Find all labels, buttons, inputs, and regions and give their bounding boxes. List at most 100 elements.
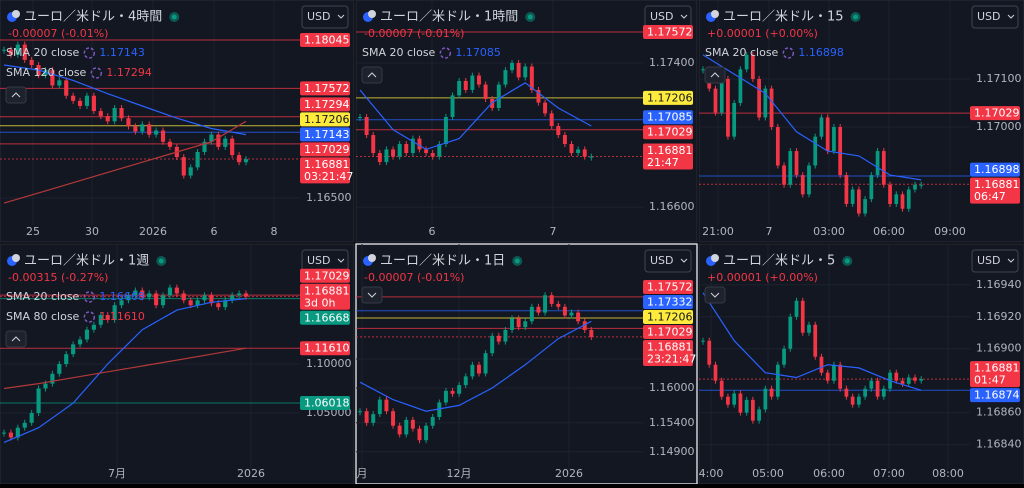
y-tick-label: 1.15400: [649, 416, 695, 429]
candle: [576, 312, 581, 322]
candle: [719, 380, 724, 397]
candle: [64, 354, 69, 365]
market-status: [158, 258, 164, 264]
price-tag: [300, 310, 350, 325]
collapse-arrow: [367, 292, 377, 298]
currency-button[interactable]: [644, 249, 692, 273]
price-tag: [300, 32, 350, 47]
y-tick-label: 1.16940: [976, 278, 1022, 291]
candle: [216, 303, 221, 308]
chart-panel[interactable]: 1.16500 25 30 2026 6 8 ユーロ／米ドル・4時間 USD -0.00007 …: [0, 0, 355, 243]
y-tick-label: 1.16840: [976, 438, 1022, 451]
collapse-button[interactable]: [361, 66, 383, 84]
chart-panel[interactable]: 1.16940 1.16920 1.16900 1.16860 1.16840 4:00 0…: [698, 243, 1024, 485]
currency-label[interactable]: USD: [307, 254, 331, 267]
chart-panel[interactable]: 1.165001.160001.154001.14900月12月2026ユーロ／…: [355, 243, 698, 485]
candle: [243, 159, 249, 163]
indicator-name[interactable]: SMA 80 close: [6, 310, 80, 323]
candle: [769, 388, 774, 397]
candle: [906, 377, 911, 384]
candle: [582, 321, 587, 331]
collapse-arrow: [367, 72, 377, 78]
market-status: [171, 14, 177, 20]
plot-area: [356, 244, 643, 469]
price-tag-label: 1.11610: [304, 342, 350, 355]
candle: [738, 69, 743, 103]
panel-background: [355, 0, 698, 243]
candle: [410, 419, 415, 429]
price-tag: [643, 24, 693, 39]
candle: [869, 175, 874, 200]
symbol-title[interactable]: ユーロ／米ドル・1週: [24, 254, 149, 269]
candle: [569, 312, 574, 316]
candle: [112, 107, 117, 122]
candle: [43, 383, 48, 389]
symbol-title[interactable]: ユーロ／米ドル・1日: [380, 254, 505, 269]
candle: [424, 425, 429, 441]
candle: [589, 156, 594, 158]
indicator-name[interactable]: SMA 20 close: [362, 46, 436, 59]
collapse-button[interactable]: [704, 286, 726, 304]
currency-label[interactable]: USD: [977, 10, 1001, 23]
sma-line: [3, 347, 247, 390]
candle: [384, 399, 389, 412]
currency-label[interactable]: USD: [650, 10, 674, 23]
candle: [209, 295, 214, 304]
currency-label[interactable]: USD: [307, 10, 331, 23]
indicator-icon: [83, 47, 96, 59]
candle: [209, 134, 214, 142]
indicator-name[interactable]: SMA 20 close: [705, 46, 779, 59]
candle: [417, 428, 422, 441]
candle: [788, 316, 793, 349]
currency-button[interactable]: [971, 5, 1019, 29]
price-tag-label: 1.06018: [304, 397, 350, 410]
x-tick-label: 2026: [139, 225, 167, 238]
candle: [377, 399, 382, 415]
currency-button[interactable]: [971, 249, 1019, 273]
candle: [516, 318, 521, 328]
candle: [701, 69, 705, 71]
symbol-title[interactable]: ユーロ／米ドル・4時間: [24, 10, 162, 25]
candle: [29, 412, 34, 423]
candle: [195, 151, 200, 168]
sma-line: [3, 64, 247, 136]
collapse-button[interactable]: [704, 66, 726, 84]
candle: [384, 149, 389, 163]
sma-line: [3, 298, 247, 443]
candle: [430, 417, 435, 426]
currency-label[interactable]: USD: [977, 254, 1001, 267]
symbol-title[interactable]: ユーロ／米ドル・15: [723, 10, 844, 25]
collapse-button[interactable]: [5, 86, 27, 104]
plot-area: [0, 244, 300, 469]
candle: [50, 70, 55, 86]
candle: [77, 100, 83, 106]
chart-panel[interactable]: 1.17400 1.16600 6 7 ユーロ／米ドル・1時間 USD -0.00007 (…: [355, 0, 698, 243]
indicator-name[interactable]: SMA 20 close: [6, 46, 80, 59]
currency-label[interactable]: USD: [650, 254, 674, 267]
candle: [782, 348, 786, 365]
indicator-name[interactable]: SMA 120 close: [6, 66, 87, 79]
candle: [906, 189, 911, 209]
candle: [794, 300, 799, 317]
candle: [437, 144, 442, 157]
y-tick-label: 1.16920: [976, 310, 1022, 323]
indicator-icon: [83, 291, 96, 303]
symbol-title[interactable]: ユーロ／米ドル・5: [723, 254, 835, 269]
candle: [807, 165, 811, 195]
candle: [476, 75, 481, 85]
price-tag-label: 1.16881: [974, 178, 1020, 191]
y-tick-label: 1.16860: [976, 406, 1022, 419]
candle: [202, 295, 207, 301]
candle: [775, 364, 780, 397]
symbol-title[interactable]: ユーロ／米ドル・1時間: [380, 10, 518, 25]
countdown-label: 3d 0h: [304, 296, 335, 309]
price-tag-label: 1.17143: [304, 128, 350, 141]
candle: [358, 116, 362, 118]
indicator-name[interactable]: SMA 20 close: [6, 290, 80, 303]
collapse-button[interactable]: [5, 330, 27, 348]
chart-panel[interactable]: 1.17100 1.17000 21:00 7 03:00 06:00 09:00 ユーロ／米…: [698, 0, 1024, 243]
collapse-button[interactable]: [361, 286, 383, 304]
currency-button[interactable]: [301, 5, 349, 29]
candle: [430, 153, 435, 157]
